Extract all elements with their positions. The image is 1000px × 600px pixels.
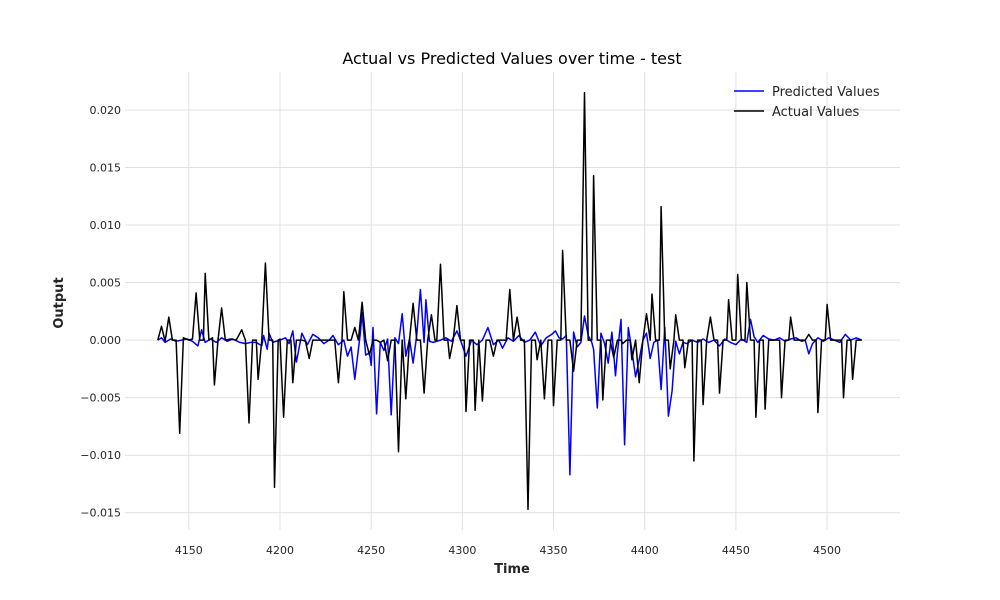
- grid: [125, 72, 900, 530]
- y-tick-label: −0.015: [80, 507, 121, 520]
- y-tick-label: 0.000: [90, 334, 122, 347]
- y-tick-label: 0.005: [90, 277, 122, 290]
- y-axis-ticks: −0.015 −0.010 −0.005 0.000 0.005 0.010 0.015 0.…: [80, 104, 121, 520]
- x-tick-label: 4200: [266, 544, 294, 557]
- x-tick-label: 4150: [175, 544, 203, 557]
- x-axis-ticks: 4150 4200 4250 4300 4350 4400 4450 4500: [175, 544, 841, 557]
- legend-label-predicted: Predicted Values: [772, 85, 880, 100]
- chart-title: Actual vs Predicted Values over time - t…: [342, 49, 681, 68]
- x-tick-label: 4300: [448, 544, 476, 557]
- x-tick-label: 4350: [540, 544, 568, 557]
- y-tick-label: 0.015: [90, 162, 122, 175]
- x-axis-label: Time: [494, 562, 530, 577]
- x-tick-label: 4400: [631, 544, 659, 557]
- y-axis-label: Output: [52, 277, 67, 328]
- legend: Predicted Values Actual Values: [734, 85, 880, 120]
- series-lines: [157, 91, 862, 511]
- x-tick-label: 4500: [813, 544, 841, 557]
- legend-label-actual: Actual Values: [772, 105, 860, 120]
- x-tick-label: 4250: [357, 544, 385, 557]
- y-tick-label: 0.020: [90, 104, 122, 117]
- y-tick-label: 0.010: [90, 219, 122, 232]
- y-tick-label: −0.010: [80, 449, 121, 462]
- x-tick-label: 4450: [722, 544, 750, 557]
- y-tick-label: −0.005: [80, 392, 121, 405]
- actual-values-line: [157, 91, 862, 511]
